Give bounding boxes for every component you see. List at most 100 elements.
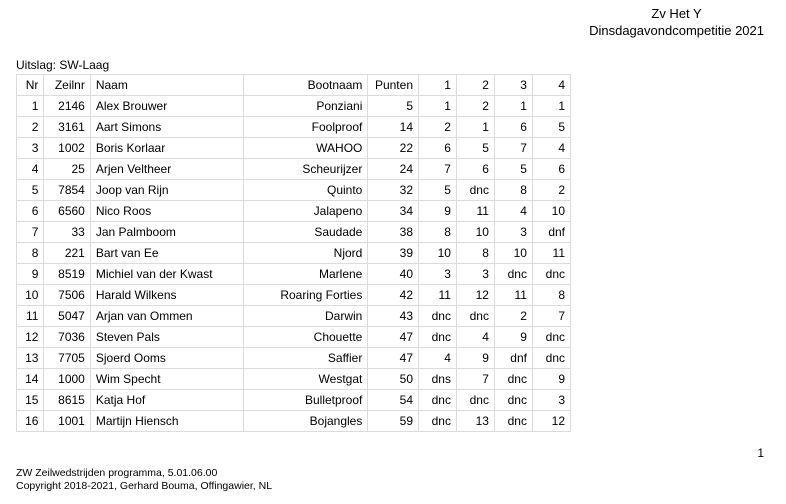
cell-punten: 22 — [368, 138, 419, 159]
cell-nr: 5 — [17, 180, 44, 201]
cell-naam: Katja Hof — [90, 390, 243, 411]
cell-r4: 4 — [532, 138, 570, 159]
cell-r3: dnc — [494, 411, 532, 432]
cell-nr: 15 — [17, 390, 44, 411]
cell-r1: 1 — [419, 96, 457, 117]
cell-naam: Arjen Veltheer — [90, 159, 243, 180]
col-header-r1: 1 — [419, 75, 457, 96]
cell-r3: 8 — [494, 180, 532, 201]
cell-bootnaam: Saffier — [243, 348, 368, 369]
cell-r3: 4 — [494, 201, 532, 222]
cell-r4: 3 — [532, 390, 570, 411]
results-table: Nr Zeilnr Naam Bootnaam Punten 1 2 3 4 1… — [16, 74, 571, 432]
cell-bootnaam: Ponziani — [243, 96, 368, 117]
cell-nr: 11 — [17, 306, 44, 327]
cell-r3: 10 — [494, 243, 532, 264]
cell-r1: 7 — [419, 159, 457, 180]
cell-r1: dnc — [419, 411, 457, 432]
cell-r4: 11 — [532, 243, 570, 264]
cell-naam: Nico Roos — [90, 201, 243, 222]
table-row: 12146Alex BrouwerPonziani51211 — [17, 96, 571, 117]
table-body: 12146Alex BrouwerPonziani5121123161Aart … — [17, 96, 571, 432]
cell-r2: 8 — [456, 243, 494, 264]
cell-r4: 10 — [532, 201, 570, 222]
cell-r2: 12 — [456, 285, 494, 306]
cell-punten: 50 — [368, 369, 419, 390]
cell-punten: 32 — [368, 180, 419, 201]
cell-zeilnr: 7036 — [44, 327, 90, 348]
cell-nr: 2 — [17, 117, 44, 138]
cell-nr: 7 — [17, 222, 44, 243]
table-row: 8221Bart van EeNjord391081011 — [17, 243, 571, 264]
cell-r4: dnf — [532, 222, 570, 243]
col-header-nr: Nr — [17, 75, 44, 96]
cell-zeilnr: 5047 — [44, 306, 90, 327]
footer-line-copyright: Copyright 2018-2021, Gerhard Bouma, Offi… — [16, 480, 272, 494]
table-row: 66560Nico RoosJalapeno34911410 — [17, 201, 571, 222]
cell-r4: dnc — [532, 264, 570, 285]
cell-r4: dnc — [532, 348, 570, 369]
cell-naam: Jan Palmboom — [90, 222, 243, 243]
cell-zeilnr: 6560 — [44, 201, 90, 222]
cell-nr: 3 — [17, 138, 44, 159]
footer-line-program: ZW Zeilwedstrijden programma, 5.01.06.00 — [16, 467, 272, 481]
cell-naam: Aart Simons — [90, 117, 243, 138]
cell-bootnaam: Scheurijzer — [243, 159, 368, 180]
page-footer: ZW Zeilwedstrijden programma, 5.01.06.00… — [16, 467, 272, 494]
cell-naam: Michiel van der Kwast — [90, 264, 243, 285]
cell-bootnaam: Darwin — [243, 306, 368, 327]
cell-r3: 11 — [494, 285, 532, 306]
cell-punten: 54 — [368, 390, 419, 411]
cell-r4: dnc — [532, 327, 570, 348]
cell-r2: dnc — [456, 306, 494, 327]
cell-zeilnr: 2146 — [44, 96, 90, 117]
cell-r3: 3 — [494, 222, 532, 243]
table-row: 57854Joop van RijnQuinto325dnc82 — [17, 180, 571, 201]
table-row: 137705Sjoerd OomsSaffier4749dnfdnc — [17, 348, 571, 369]
cell-punten: 40 — [368, 264, 419, 285]
cell-bootnaam: Jalapeno — [243, 201, 368, 222]
cell-r1: 6 — [419, 138, 457, 159]
cell-zeilnr: 7854 — [44, 180, 90, 201]
cell-zeilnr: 1002 — [44, 138, 90, 159]
cell-punten: 47 — [368, 327, 419, 348]
cell-zeilnr: 33 — [44, 222, 90, 243]
cell-zeilnr: 1001 — [44, 411, 90, 432]
cell-r4: 1 — [532, 96, 570, 117]
col-header-punten: Punten — [368, 75, 419, 96]
cell-r4: 6 — [532, 159, 570, 180]
page-number: 1 — [757, 446, 764, 460]
cell-nr: 1 — [17, 96, 44, 117]
cell-naam: Harald Wilkens — [90, 285, 243, 306]
cell-r4: 7 — [532, 306, 570, 327]
cell-bootnaam: Njord — [243, 243, 368, 264]
col-header-r2: 2 — [456, 75, 494, 96]
cell-bootnaam: Bojangles — [243, 411, 368, 432]
cell-r1: dnc — [419, 306, 457, 327]
cell-nr: 6 — [17, 201, 44, 222]
cell-r2: 10 — [456, 222, 494, 243]
header-title: Zv Het Y — [589, 6, 764, 23]
cell-r1: 10 — [419, 243, 457, 264]
cell-r1: 3 — [419, 264, 457, 285]
cell-punten: 5 — [368, 96, 419, 117]
cell-nr: 12 — [17, 327, 44, 348]
table-row: 127036Steven PalsChouette47dnc49dnc — [17, 327, 571, 348]
cell-punten: 39 — [368, 243, 419, 264]
page-header: Zv Het Y Dinsdagavondcompetitie 2021 — [589, 6, 764, 40]
cell-r2: 7 — [456, 369, 494, 390]
cell-nr: 13 — [17, 348, 44, 369]
cell-r3: dnf — [494, 348, 532, 369]
cell-r3: 5 — [494, 159, 532, 180]
cell-bootnaam: Foolproof — [243, 117, 368, 138]
cell-naam: Alex Brouwer — [90, 96, 243, 117]
cell-zeilnr: 1000 — [44, 369, 90, 390]
cell-r4: 2 — [532, 180, 570, 201]
cell-r2: 3 — [456, 264, 494, 285]
cell-zeilnr: 8519 — [44, 264, 90, 285]
cell-r4: 8 — [532, 285, 570, 306]
cell-nr: 8 — [17, 243, 44, 264]
cell-punten: 14 — [368, 117, 419, 138]
cell-r4: 9 — [532, 369, 570, 390]
table-header-row: Nr Zeilnr Naam Bootnaam Punten 1 2 3 4 — [17, 75, 571, 96]
